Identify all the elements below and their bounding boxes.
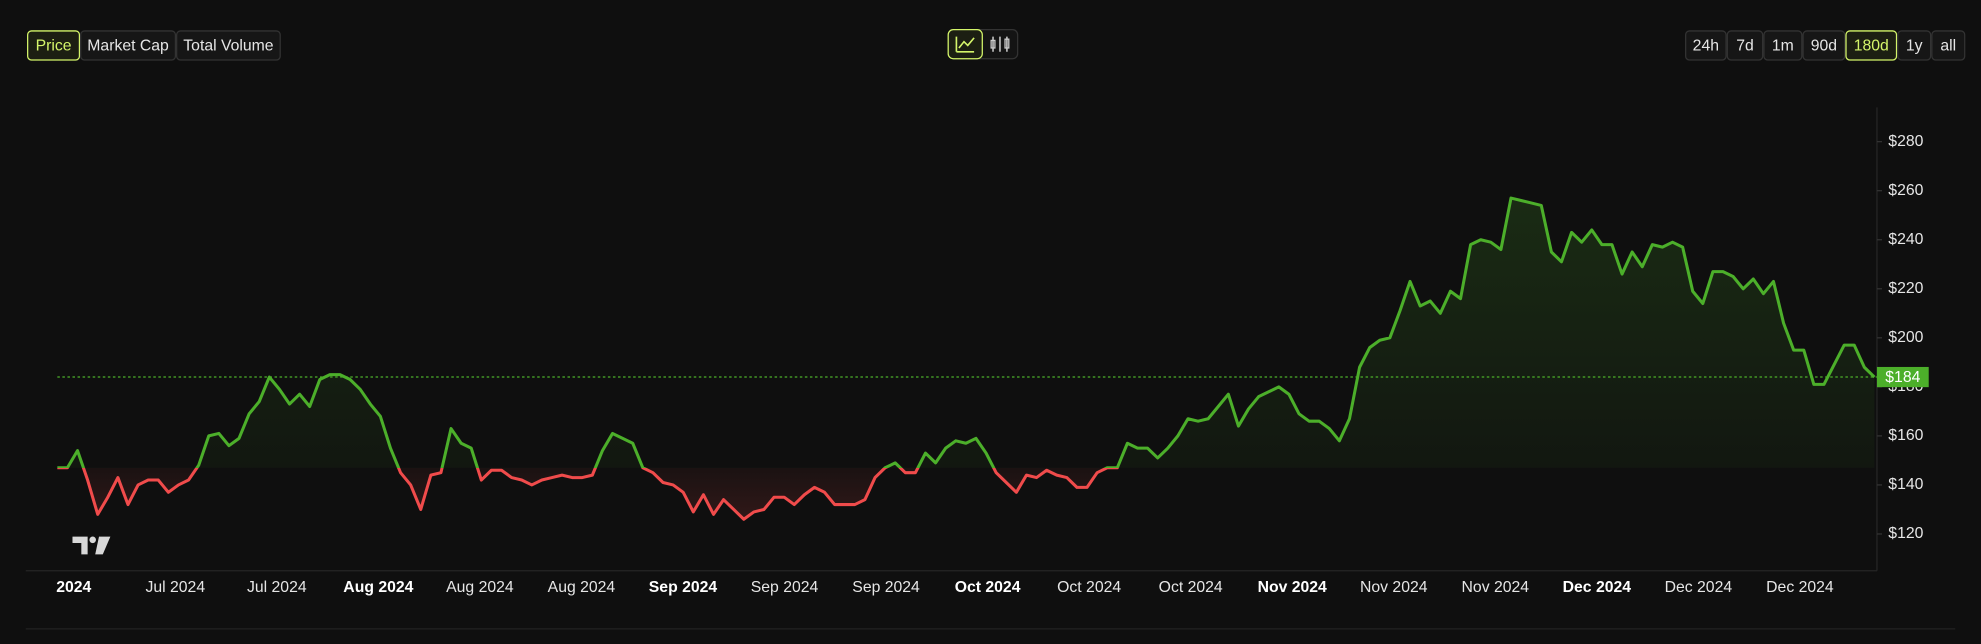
interval-tabs: 24h 7d 1m 90d 180d 1y all <box>1685 30 1966 61</box>
interval-button[interactable] <box>1802 30 1846 61</box>
interval-label[interactable]: 7d <box>1736 37 1754 54</box>
x-tick-label: Aug 2024 <box>446 579 514 596</box>
tab-button[interactable] <box>27 30 81 61</box>
y-tick-label: $160 <box>1888 427 1923 444</box>
candle-body <box>1004 38 1010 49</box>
y-tick-label: $140 <box>1888 476 1923 493</box>
logo-t <box>72 536 88 555</box>
x-tick-label: Oct 2024 <box>1159 579 1223 596</box>
line-chart-icon <box>955 36 975 53</box>
x-tick-label: Dec 2024 <box>1563 579 1632 596</box>
tab-label[interactable]: Price <box>36 37 72 54</box>
y-tick-label: $200 <box>1888 329 1923 346</box>
x-tick-label: Dec 2024 <box>1766 579 1834 596</box>
interval-label[interactable]: 90d <box>1811 37 1837 54</box>
interval-label[interactable]: 1y <box>1906 37 1923 54</box>
x-tick-label: Nov 2024 <box>1360 579 1428 596</box>
price-line <box>57 196 1876 521</box>
logo-dot <box>89 536 96 544</box>
tab-label[interactable]: Market Cap <box>87 37 169 54</box>
current-price-label: $184 <box>1885 369 1920 386</box>
chart-type-toggle <box>947 29 1019 60</box>
interval-label[interactable]: 1m <box>1772 37 1794 54</box>
tab-label[interactable]: Total Volume <box>183 37 273 54</box>
y-tick-label: $220 <box>1888 280 1923 297</box>
tradingview-logo <box>72 536 111 555</box>
interval-button[interactable] <box>1685 30 1727 61</box>
x-tick-label: Oct 2024 <box>955 579 1021 596</box>
interval-button[interactable] <box>1763 30 1803 61</box>
tab-button[interactable] <box>80 30 177 61</box>
line-chart-button[interactable] <box>947 29 983 60</box>
interval-button[interactable] <box>1931 30 1966 61</box>
x-tick-label: Sep 2024 <box>751 579 819 596</box>
candle-chart-button[interactable] <box>983 30 1017 58</box>
x-tick-label: Nov 2024 <box>1462 579 1530 596</box>
interval-button[interactable] <box>1726 30 1764 61</box>
interval-label[interactable]: 180d <box>1854 37 1889 54</box>
interval-label[interactable]: 24h <box>1693 37 1719 54</box>
interval-button[interactable] <box>1897 30 1932 61</box>
price-area <box>57 198 1875 520</box>
tab-button[interactable] <box>176 30 281 61</box>
y-tick-label: $280 <box>1888 133 1923 150</box>
plot: $120$140$160$180$200$220$240$260$2802024… <box>56 133 1929 596</box>
x-tick-label: Dec 2024 <box>1665 579 1733 596</box>
metric-tabs: Price Market Cap Total Volume <box>27 30 281 61</box>
x-tick-label: Oct 2024 <box>1057 579 1121 596</box>
x-tick-label: Aug 2024 <box>548 579 616 596</box>
x-tick-label: 2024 <box>56 579 91 596</box>
x-tick-label: Sep 2024 <box>852 579 920 596</box>
interval-label[interactable]: all <box>1940 37 1956 54</box>
y-tick-label: $240 <box>1888 231 1923 248</box>
current-price-tag <box>1876 366 1929 388</box>
x-tick-label: Aug 2024 <box>343 579 413 596</box>
y-tick-label: $260 <box>1888 182 1923 199</box>
interval-button[interactable] <box>1845 30 1898 61</box>
x-tick-label: Jul 2024 <box>145 579 205 596</box>
logo-v <box>95 536 111 555</box>
x-tick-label: Nov 2024 <box>1258 579 1327 596</box>
x-tick-label: Sep 2024 <box>649 579 718 596</box>
x-tick-label: Jul 2024 <box>247 579 307 596</box>
y-tick-label: $120 <box>1888 525 1923 542</box>
candle-body <box>990 39 996 49</box>
